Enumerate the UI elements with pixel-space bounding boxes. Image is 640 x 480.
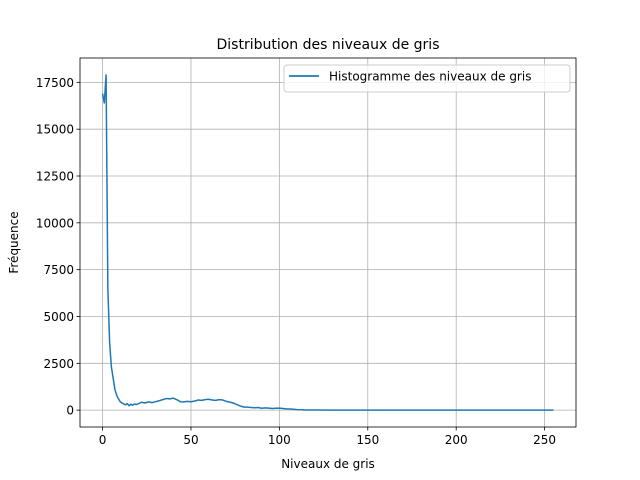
y-tick-label: 7500 (43, 263, 74, 277)
y-tick-label: 17500 (36, 76, 74, 90)
histogram-series-line (101, 74, 554, 411)
x-tick-label: 200 (445, 433, 468, 447)
y-tick-label: 5000 (43, 310, 74, 324)
x-tick-label: 50 (183, 433, 198, 447)
plot-frame (79, 57, 577, 428)
x-axis-label: Niveaux de gris (281, 457, 375, 471)
y-tick-label: 2500 (43, 357, 74, 371)
x-tick-label: 100 (268, 433, 291, 447)
x-tick-label: 250 (533, 433, 556, 447)
y-axis-ticks: 0 2500 5000 7500 10000 12500 15000 17500 (36, 76, 80, 418)
y-tick-label: 12500 (36, 170, 74, 184)
legend-box (283, 64, 571, 93)
y-axis-label: Fréquence (7, 211, 21, 273)
x-tick-label: 0 (99, 433, 107, 447)
y-tick-label: 15000 (36, 123, 74, 137)
legend-entry-label: Histogramme des niveaux de gris (329, 70, 531, 84)
y-tick-label: 0 (66, 404, 74, 418)
x-tick-label: 150 (356, 433, 379, 447)
y-tick-label: 10000 (36, 216, 74, 230)
x-axis-ticks: 0 50 100 150 200 250 (99, 427, 556, 447)
chart-title: Distribution des niveaux de gris (217, 37, 440, 53)
legend: Histogramme des niveaux de gris (283, 64, 571, 93)
grid (80, 58, 576, 427)
